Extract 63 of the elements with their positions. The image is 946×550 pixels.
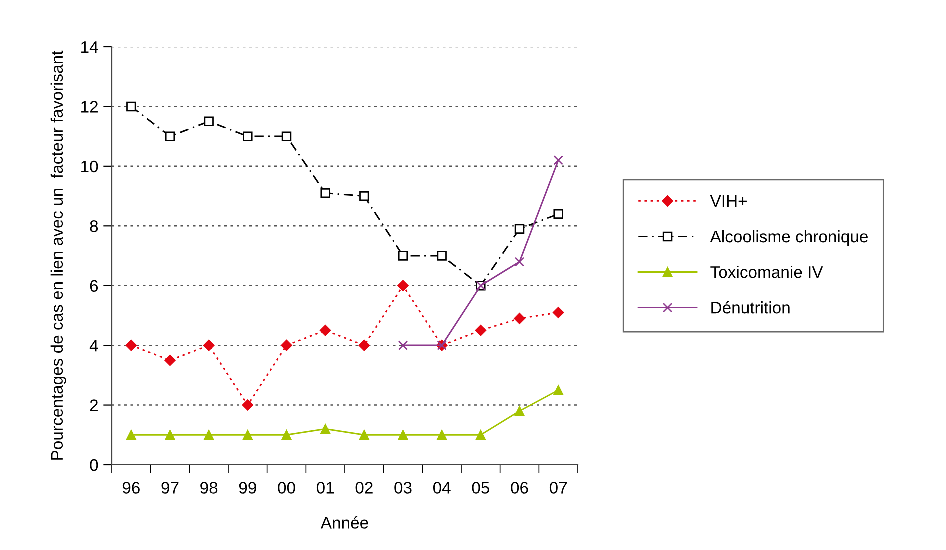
x-tick-label: 96: [122, 482, 140, 494]
point: [204, 116, 214, 127]
y-tick-label: 6: [90, 280, 98, 292]
point: [320, 325, 332, 336]
point: [437, 251, 447, 261]
point: [320, 424, 330, 434]
legend-label: Dénutrition: [712, 301, 790, 314]
point: [398, 340, 408, 350]
point: [514, 406, 525, 416]
y-axis-title: Pourcentages de cas en lien avec un facteur favorisant: [50, 50, 66, 460]
legend-label: VIH+: [710, 196, 747, 208]
x-tick-label: 07: [550, 482, 568, 494]
point: [475, 325, 487, 336]
point: [281, 340, 292, 352]
point: [126, 102, 136, 112]
point: [554, 156, 564, 166]
y-tick-label: 12: [82, 101, 98, 113]
point: [554, 209, 564, 220]
y-tick-label: 8: [90, 220, 98, 232]
point: [437, 430, 447, 440]
point: [282, 430, 292, 440]
point: [243, 430, 253, 440]
point: [398, 430, 408, 440]
legend-label: Alcoolisme chronique: [710, 230, 868, 246]
x-tick-label: 06: [511, 482, 528, 494]
point: [360, 430, 370, 440]
point: [242, 400, 254, 411]
y-tick-label: 14: [82, 42, 98, 54]
point: [514, 313, 526, 324]
point: [243, 132, 253, 142]
point: [165, 132, 176, 142]
x-tick-label: 04: [433, 482, 451, 494]
point: [514, 257, 525, 267]
y-tick-label: 0: [90, 459, 98, 472]
point: [126, 430, 136, 440]
point: [282, 132, 292, 142]
x-tick-label: 01: [316, 482, 334, 494]
x-tick-label: 99: [239, 482, 256, 494]
point: [554, 385, 564, 396]
point: [204, 430, 214, 440]
x-tick-label: 98: [200, 482, 218, 494]
point: [398, 251, 408, 261]
point: [126, 340, 138, 352]
x-axis-title: Année: [320, 516, 368, 529]
point: [164, 354, 176, 366]
point: [476, 430, 486, 440]
y-tick-label: 10: [82, 160, 98, 173]
x-tick-label: 05: [472, 482, 490, 494]
y-tick-label: 4: [90, 340, 98, 352]
y-tick-label: 2: [90, 400, 98, 412]
x-tick-label: 03: [394, 482, 412, 494]
x-tick-label: 00: [278, 482, 296, 494]
point: [203, 340, 215, 352]
point: [514, 224, 525, 234]
point: [360, 191, 370, 202]
point: [398, 280, 409, 292]
x-tick-label: 97: [162, 482, 179, 494]
legend-label: Toxicomanie IV: [710, 266, 824, 278]
point: [320, 188, 330, 198]
point: [165, 430, 176, 440]
point: [552, 307, 564, 318]
point: [358, 340, 370, 352]
x-tick-label: 02: [356, 482, 373, 494]
